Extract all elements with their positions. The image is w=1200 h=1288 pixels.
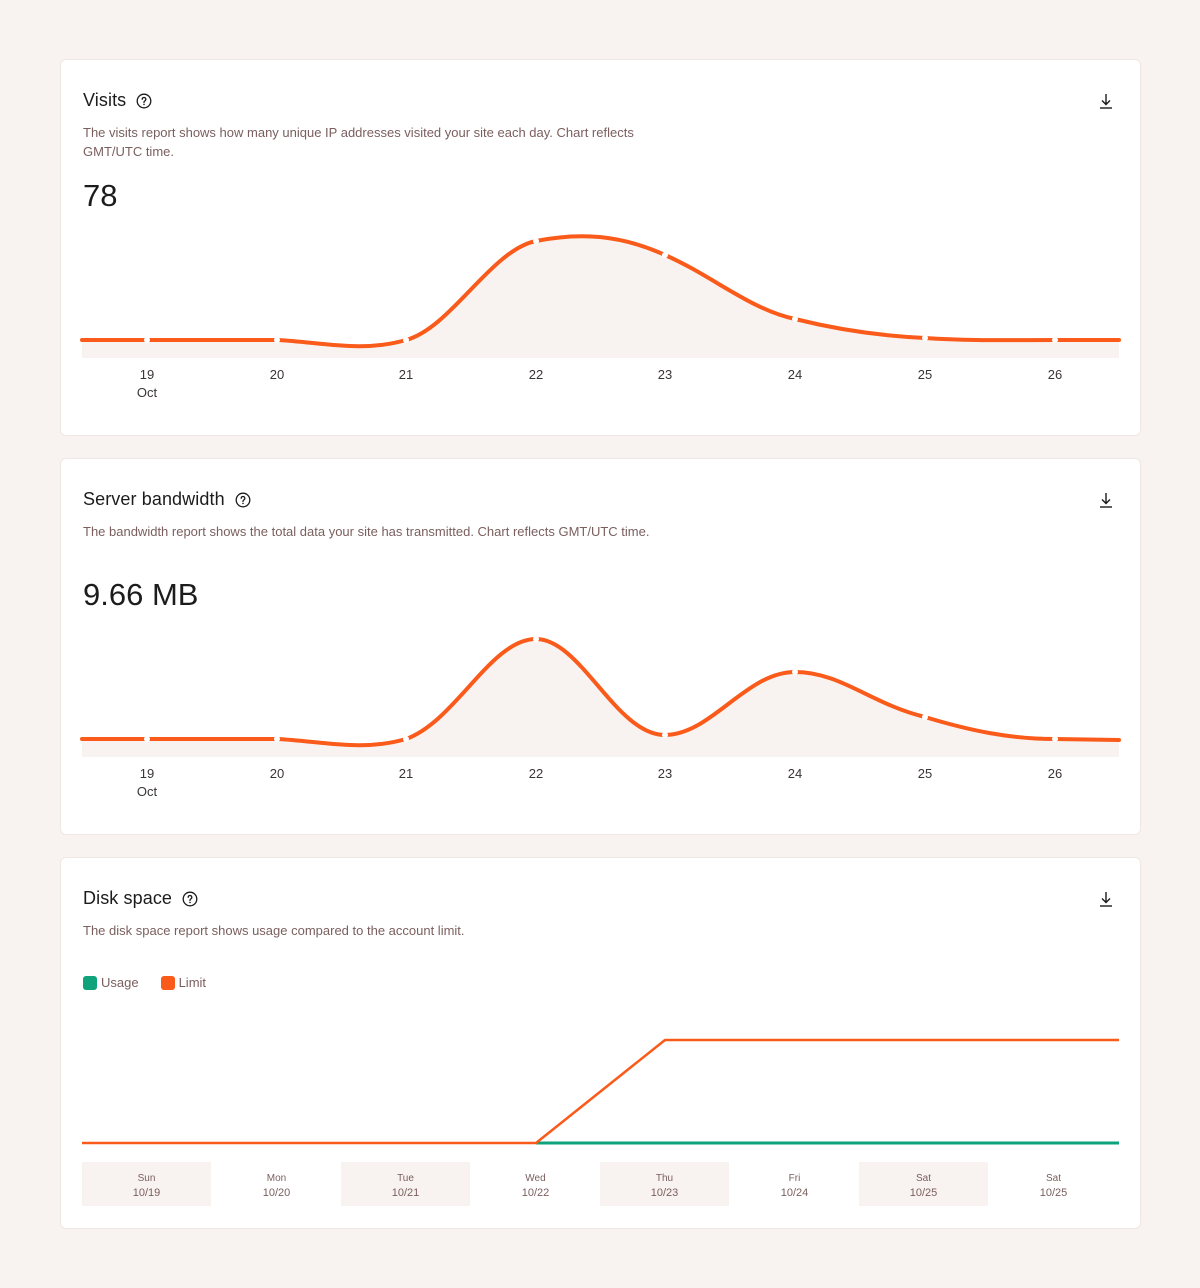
x-label: 19 (139, 367, 155, 382)
visits-title: Visits (83, 90, 127, 110)
visits-data-points (144, 238, 1058, 343)
bandwidth-title: Server bandwidth (83, 489, 225, 509)
disk-chart (82, 1038, 1119, 1145)
bandwidth-data-points (144, 636, 1058, 742)
day-cell: Sat 10/25 (859, 1162, 988, 1206)
disk-card: Disk space The disk space report shows u… (60, 857, 1141, 1229)
legend-label: Usage (101, 975, 139, 990)
visits-total: 78 (83, 178, 118, 213)
day-of-week: Sat (915, 1173, 931, 1184)
x-label: 23 (657, 766, 673, 781)
bandwidth-header: Server bandwidth (83, 489, 251, 510)
download-icon[interactable] (1098, 491, 1114, 509)
day-date: 10/24 (780, 1187, 809, 1199)
x-label: 20 (269, 766, 285, 781)
visits-header: Visits (83, 90, 152, 111)
download-icon[interactable] (1098, 92, 1114, 110)
day-cell: Tue 10/21 (341, 1162, 470, 1206)
legend-item-usage[interactable]: Usage (83, 975, 139, 990)
day-of-week: Sat (1045, 1173, 1061, 1184)
day-date: 10/20 (262, 1187, 291, 1199)
x-label: 25 (917, 766, 933, 781)
x-label: 19 (139, 766, 155, 781)
x-month-label: Oct (136, 385, 158, 400)
day-of-week: Sun (137, 1173, 156, 1184)
x-label: 26 (1047, 766, 1063, 781)
bandwidth-total: 9.66 MB (83, 577, 199, 612)
x-label: 26 (1047, 367, 1063, 382)
x-month-label: Oct (136, 784, 158, 799)
x-label: 24 (787, 367, 803, 382)
disk-title: Disk space (83, 888, 173, 908)
day-of-week: Wed (525, 1173, 546, 1184)
disk-header: Disk space (83, 888, 198, 909)
help-circle-icon[interactable] (136, 93, 152, 109)
visits-description: The visits report shows how many unique … (83, 125, 634, 159)
day-cell: Wed 10/22 (471, 1162, 600, 1206)
x-label: 21 (398, 367, 414, 382)
x-label: 24 (787, 766, 803, 781)
day-date: 10/23 (650, 1187, 679, 1199)
usage-swatch (83, 975, 97, 990)
day-cell: Thu 10/23 (600, 1162, 729, 1206)
bandwidth-chart (80, 636, 1121, 757)
day-of-week: Mon (266, 1173, 287, 1184)
disk-legend: Usage Limit (83, 975, 228, 990)
x-label: 23 (657, 367, 673, 382)
day-date: 10/19 (132, 1187, 161, 1199)
x-label: 22 (528, 766, 544, 781)
help-circle-icon[interactable] (235, 492, 251, 508)
day-of-week: Tue (397, 1173, 414, 1184)
x-label: 25 (917, 367, 933, 382)
day-cell: Sun 10/19 (82, 1162, 211, 1206)
legend-item-limit[interactable]: Limit (160, 975, 207, 990)
bandwidth-card: Server bandwidth The bandwidth report sh… (60, 458, 1141, 835)
visits-chart (80, 234, 1121, 358)
day-date: 10/25 (909, 1187, 938, 1199)
day-cell: Sat 10/25 (989, 1162, 1118, 1206)
legend-label: Limit (178, 975, 207, 990)
day-date: 10/22 (521, 1187, 550, 1199)
x-label: 20 (269, 367, 285, 382)
day-cell: Mon 10/20 (212, 1162, 341, 1206)
day-date: 10/25 (1039, 1187, 1068, 1199)
x-label: 21 (398, 766, 414, 781)
limit-swatch (160, 975, 175, 990)
help-circle-icon[interactable] (182, 891, 198, 907)
x-label: 22 (528, 367, 544, 382)
day-date: 10/21 (391, 1187, 420, 1199)
day-of-week: Fri (788, 1173, 801, 1184)
visits-card: Visits The visits report shows how many … (60, 59, 1141, 436)
download-icon[interactable] (1098, 890, 1114, 908)
day-of-week: Thu (655, 1173, 674, 1184)
disk-description: The disk space report shows usage compar… (83, 923, 465, 938)
day-cell: Fri 10/24 (730, 1162, 859, 1206)
bandwidth-description: The bandwidth report shows the total dat… (83, 524, 650, 539)
